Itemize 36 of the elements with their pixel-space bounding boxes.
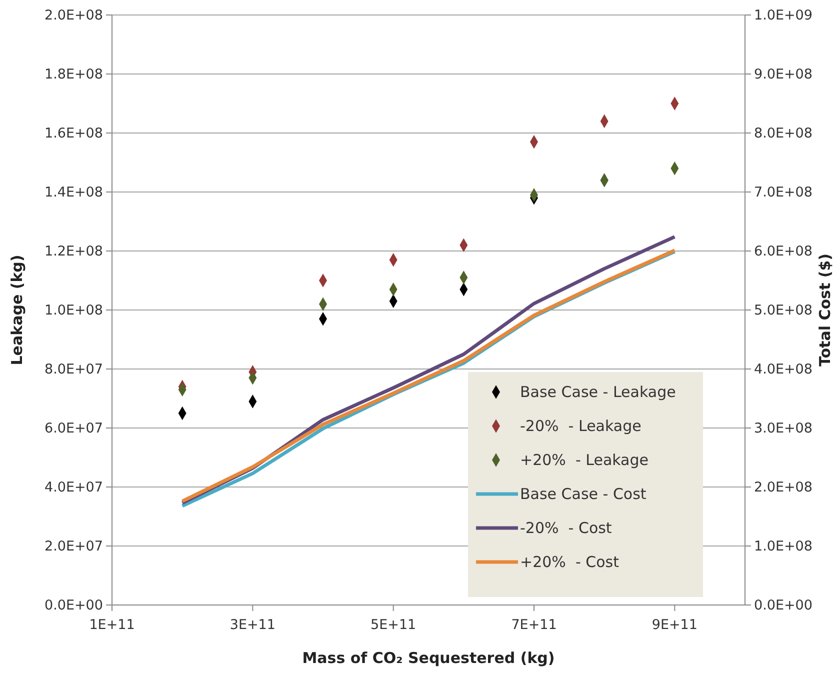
y-tick-label: 1.0E+08 (44, 302, 103, 318)
y-tick-label: 1.6E+08 (44, 125, 103, 142)
y-tick-label: 1.4E+08 (44, 184, 103, 200)
y2-tick-label: 3.0E+08 (754, 420, 812, 436)
y2-tick-label: 4.0E+08 (754, 361, 812, 378)
y2-tick-label: 6.0E+08 (754, 243, 812, 260)
y2-tick-label: 7.0E+08 (754, 184, 812, 200)
y-tick-label: 1.8E+08 (44, 66, 103, 82)
legend-label: Base Case - Leakage (520, 383, 676, 401)
y2-tick-label: 9.0E+08 (754, 66, 812, 82)
y2-axis-title: Total Cost ($) (816, 254, 834, 366)
x-tick-label: 3E+11 (230, 616, 276, 633)
legend-label: Base Case - Cost (520, 485, 646, 503)
x-tick-label: 7E+11 (511, 616, 557, 633)
y-tick-label: 8.0E+07 (44, 361, 103, 378)
y2-tick-label: 1.0E+08 (754, 538, 812, 554)
y2-tick-label: 5.0E+08 (754, 302, 812, 318)
y-tick-label: 6.0E+07 (44, 420, 103, 436)
x-tick-label: 9E+11 (652, 616, 698, 633)
y2-tick-label: 2.0E+08 (754, 479, 812, 496)
legend-label: -20% - Leakage (520, 417, 642, 435)
x-tick-label: 5E+11 (370, 616, 416, 633)
y2-tick-label: 1.0E+09 (754, 7, 812, 24)
y-tick-label: 1.2E+08 (44, 243, 103, 260)
y2-tick-label: 0.0E+00 (754, 597, 812, 614)
y-axis-title: Leakage (kg) (8, 254, 26, 366)
legend-label: -20% - Cost (520, 519, 612, 537)
y-tick-label: 2.0E+08 (44, 7, 103, 24)
x-tick-label: 1E+11 (89, 616, 135, 633)
legend-label: +20% - Cost (520, 553, 620, 571)
y2-tick-label: 8.0E+08 (754, 125, 812, 142)
y-tick-label: 4.0E+07 (44, 479, 103, 496)
legend-label: +20% - Leakage (520, 451, 649, 469)
y-tick-label: 0.0E+00 (44, 597, 103, 614)
y-tick-label: 2.0E+07 (44, 538, 103, 554)
x-axis-title: Mass of CO₂ Sequestered (kg) (302, 649, 555, 667)
